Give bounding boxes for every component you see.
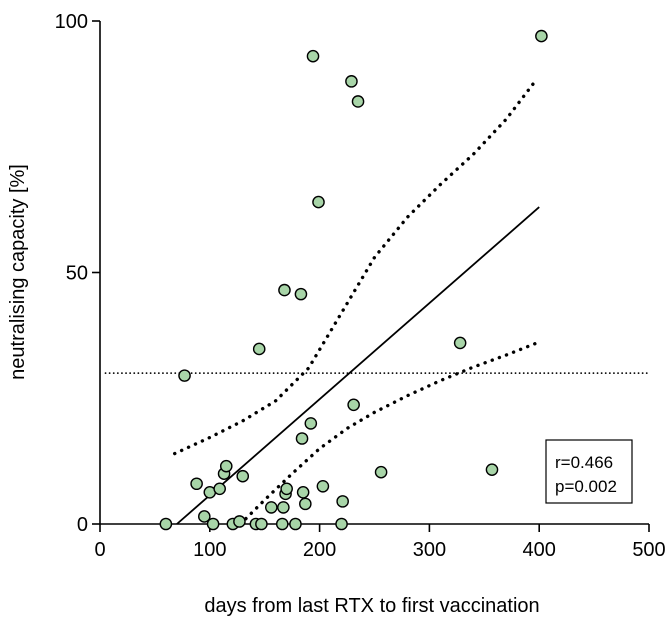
x-tick-label: 200 [303, 539, 336, 561]
data-point [159, 517, 173, 531]
stats-annotation: r=0.466 p=0.002 [545, 439, 633, 504]
data-point [345, 75, 358, 88]
p-value: p=0.002 [555, 477, 617, 496]
data-point [213, 482, 226, 496]
data-point [296, 486, 310, 499]
data-point [206, 517, 220, 531]
data-point [219, 459, 233, 473]
ci-upper-line [172, 77, 539, 456]
reference-lines [104, 77, 650, 526]
data-point [485, 463, 499, 476]
data-point [304, 417, 318, 430]
data-point [312, 195, 325, 209]
data-point [294, 287, 308, 301]
x-tick-label: 100 [193, 539, 226, 561]
x-tick-label: 300 [413, 539, 446, 561]
data-points [159, 29, 548, 531]
data-point [351, 95, 365, 108]
axes: 0 100 200 300 400 500 0 50 100 [55, 11, 666, 561]
data-point [535, 29, 548, 43]
data-point [453, 336, 467, 350]
data-point [289, 517, 302, 531]
data-point [198, 510, 211, 523]
data-point [275, 517, 289, 531]
y-tick-label: 50 [66, 263, 88, 285]
y-tick-label: 0 [77, 514, 88, 536]
data-point [278, 283, 291, 297]
data-point [236, 469, 250, 483]
data-point [347, 398, 360, 412]
ci-lower-line [238, 341, 539, 526]
x-axis-title: days from last RTX to first vaccination [204, 595, 539, 617]
data-point [264, 501, 278, 514]
data-point [306, 49, 320, 63]
data-point [178, 369, 191, 382]
data-point [335, 517, 348, 531]
x-tick-label: 500 [632, 539, 665, 561]
data-point [336, 495, 349, 508]
data-point [190, 477, 203, 491]
data-point [295, 432, 309, 445]
data-point [374, 465, 388, 479]
r-value: r=0.466 [555, 453, 613, 472]
x-tick-label: 400 [523, 539, 556, 561]
data-point [233, 515, 246, 528]
y-tick-label: 100 [55, 11, 88, 33]
y-axis-title: neutralising capacity [%] [7, 164, 29, 380]
data-point [255, 517, 268, 531]
regression-line [176, 206, 540, 525]
data-point [252, 342, 266, 356]
data-point [299, 497, 312, 511]
x-tick-label: 0 [94, 539, 105, 561]
data-point [316, 479, 330, 493]
data-point [277, 501, 290, 514]
stats-box [545, 439, 633, 504]
data-point [280, 482, 293, 496]
